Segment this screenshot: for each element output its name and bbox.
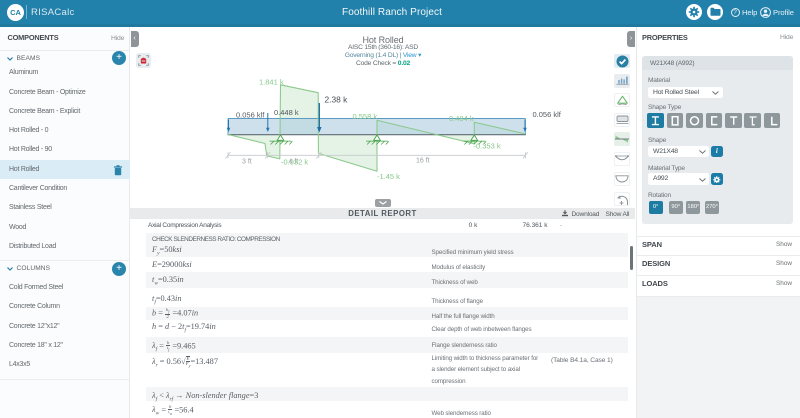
svg-text:-0.353 k: -0.353 k xyxy=(474,141,501,150)
svg-text:0.056 klf: 0.056 klf xyxy=(236,110,265,119)
svg-text:0.056 klf: 0.056 klf xyxy=(533,110,562,119)
svg-text:0.448 k: 0.448 k xyxy=(274,108,299,117)
svg-text:16 ft: 16 ft xyxy=(416,157,430,164)
svg-text:0.558 k: 0.558 k xyxy=(353,112,378,121)
svg-text:2.38 k: 2.38 k xyxy=(325,94,349,104)
svg-text:-0.932 k: -0.932 k xyxy=(281,157,308,166)
svg-text:4 ft: 4 ft xyxy=(289,158,299,165)
svg-text:-1.45 k: -1.45 k xyxy=(377,172,400,181)
svg-text:0.484 k: 0.484 k xyxy=(449,114,474,123)
svg-text:1.841 k: 1.841 k xyxy=(259,77,284,86)
svg-text:3 ft: 3 ft xyxy=(242,158,252,165)
